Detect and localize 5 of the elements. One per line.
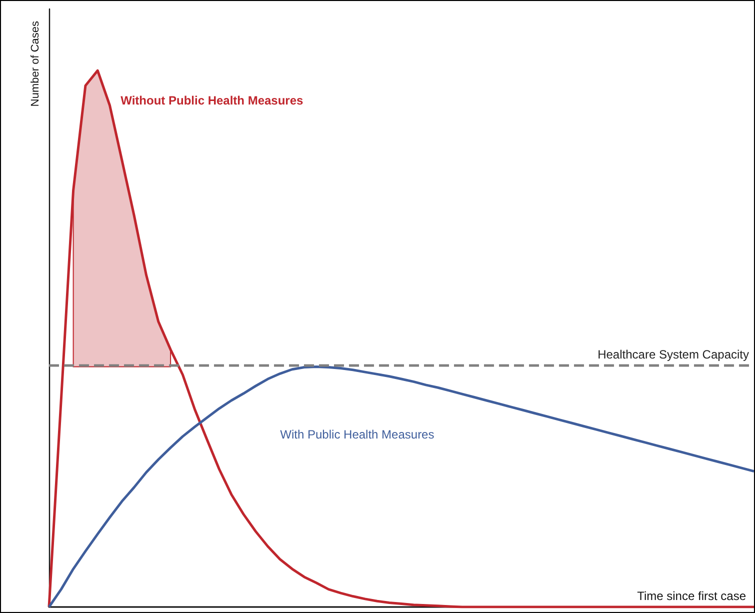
text: With Public Health Measures — [280, 428, 434, 442]
series-label: Without Public Health Measures — [120, 94, 304, 108]
ref-line-label: Healthcare System Capacity — [598, 348, 749, 362]
y-axis-title: Number of Cases — [30, 20, 42, 107]
x-axis-title: Time since first case — [637, 589, 746, 603]
